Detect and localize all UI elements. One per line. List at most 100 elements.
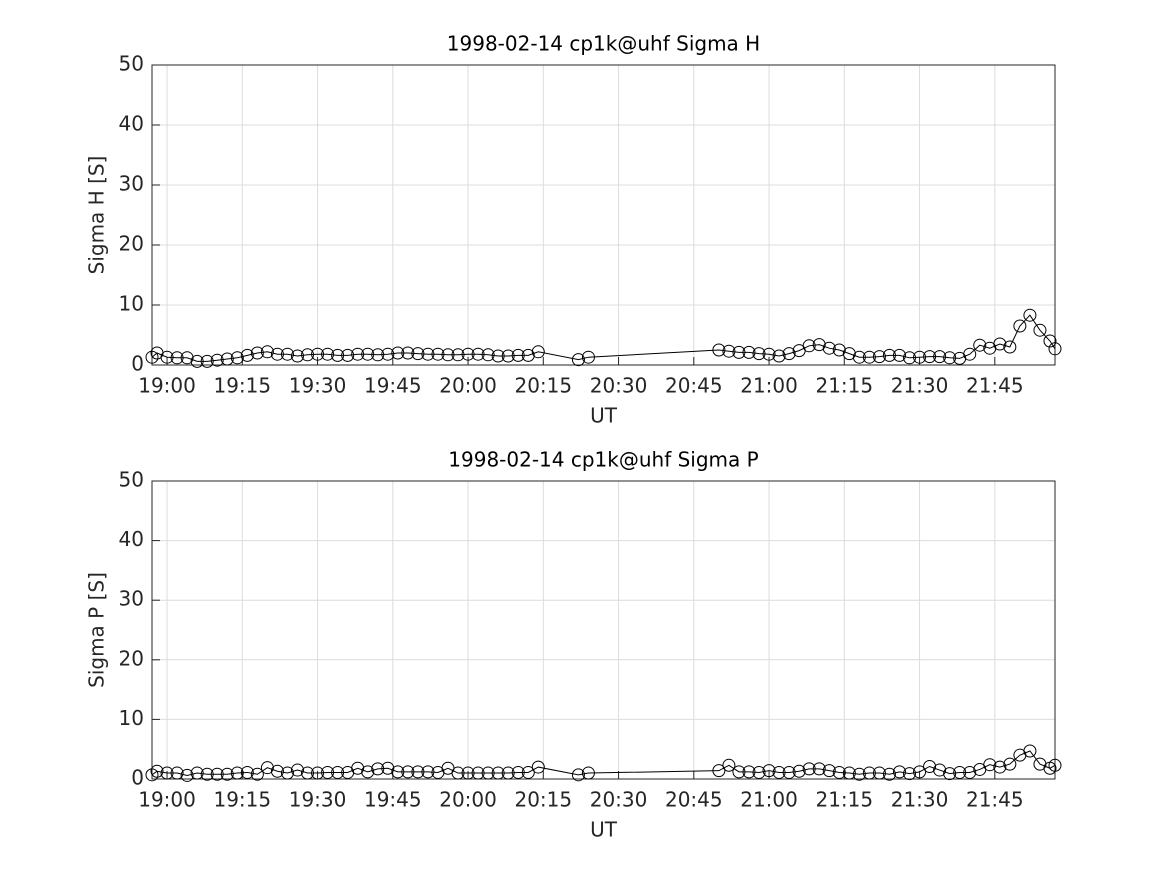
x-tick-label: 21:30	[891, 788, 949, 812]
data-point	[451, 348, 465, 362]
y-tick-label: 30	[119, 587, 144, 611]
data-point	[401, 346, 415, 360]
data-point	[913, 350, 927, 364]
data-point	[321, 347, 335, 361]
x-tick-label: 21:15	[815, 788, 873, 812]
data-point	[913, 765, 927, 779]
data-point	[180, 768, 194, 782]
plot-area	[152, 65, 1055, 365]
x-tick-label: 20:00	[439, 374, 497, 398]
plot-area	[152, 481, 1055, 779]
data-point	[852, 350, 866, 364]
data-point	[862, 766, 876, 780]
data-point	[401, 765, 415, 779]
data-point	[742, 345, 756, 359]
data-point	[371, 348, 385, 362]
axes-box	[151, 64, 1056, 366]
data-point	[772, 765, 786, 779]
data-point	[220, 767, 234, 781]
data-point	[953, 765, 967, 779]
data-point	[882, 348, 896, 362]
data-point	[933, 350, 947, 364]
series-line	[151, 314, 1056, 362]
data-point	[872, 766, 886, 780]
data-point	[461, 766, 475, 780]
data-point	[852, 767, 866, 781]
data-point	[351, 347, 365, 361]
data-point	[1003, 757, 1017, 771]
x-tick-label: 19:45	[364, 374, 422, 398]
data-point	[903, 351, 917, 365]
data-point	[812, 338, 826, 352]
data-point	[732, 765, 746, 779]
data-point	[832, 765, 846, 779]
data-point	[431, 347, 445, 361]
data-point	[230, 766, 244, 780]
x-tick-label: 20:45	[665, 788, 723, 812]
chart-title: 1998-02-14 cp1k@uhf Sigma H	[447, 32, 760, 56]
data-point	[1003, 340, 1017, 354]
data-point	[802, 339, 816, 353]
x-tick-label: 20:30	[590, 788, 648, 812]
y-axis-label: Sigma P [S]	[85, 572, 109, 688]
x-tick-label: 19:15	[213, 374, 271, 398]
data-point	[280, 766, 294, 780]
x-tick-label: 19:15	[213, 788, 271, 812]
data-point	[411, 765, 425, 779]
x-tick-label: 19:00	[138, 374, 196, 398]
data-point	[361, 347, 375, 361]
data-point	[1048, 342, 1062, 356]
y-tick-label: 10	[119, 292, 144, 316]
data-point	[802, 762, 816, 776]
x-tick-label: 21:30	[891, 374, 949, 398]
data-point	[190, 766, 204, 780]
data-point	[511, 765, 525, 779]
data-point	[943, 767, 957, 781]
x-axis-label: UT	[590, 818, 618, 842]
data-point	[581, 350, 595, 364]
y-tick-label: 40	[119, 527, 144, 551]
data-point	[150, 764, 164, 778]
data-point	[301, 766, 315, 780]
data-point	[943, 351, 957, 365]
data-point	[240, 765, 254, 779]
data-point	[371, 762, 385, 776]
data-point	[722, 344, 736, 358]
series-line	[151, 750, 1056, 776]
data-point	[963, 347, 977, 361]
data-point	[973, 338, 987, 352]
data-point	[280, 347, 294, 361]
data-point	[200, 354, 214, 368]
data-point	[461, 347, 475, 361]
axes-box	[151, 480, 1056, 780]
data-point	[331, 765, 345, 779]
data-point	[963, 765, 977, 779]
x-tick-label: 19:30	[289, 374, 347, 398]
data-point	[491, 766, 505, 780]
x-tick-label: 21:45	[966, 374, 1024, 398]
data-point	[341, 348, 355, 362]
data-point	[391, 346, 405, 360]
data-point	[381, 347, 395, 361]
data-point	[481, 766, 495, 780]
data-point	[862, 350, 876, 364]
data-point	[712, 343, 726, 357]
data-point	[351, 761, 365, 775]
chart-title: 1998-02-14 cp1k@uhf Sigma P	[448, 448, 758, 472]
data-point	[441, 348, 455, 362]
data-point	[822, 764, 836, 778]
data-point	[301, 348, 315, 362]
data-point	[230, 351, 244, 365]
x-tick-label: 20:00	[439, 788, 497, 812]
x-axis-label: UT	[590, 404, 618, 428]
data-point	[501, 349, 515, 363]
data-point	[782, 347, 796, 361]
data-point	[145, 350, 159, 364]
data-point	[521, 765, 535, 779]
data-point	[762, 347, 776, 361]
x-tick-label: 19:30	[289, 788, 347, 812]
data-point	[381, 761, 395, 775]
data-point	[260, 345, 274, 359]
x-tick-label: 20:15	[514, 374, 572, 398]
